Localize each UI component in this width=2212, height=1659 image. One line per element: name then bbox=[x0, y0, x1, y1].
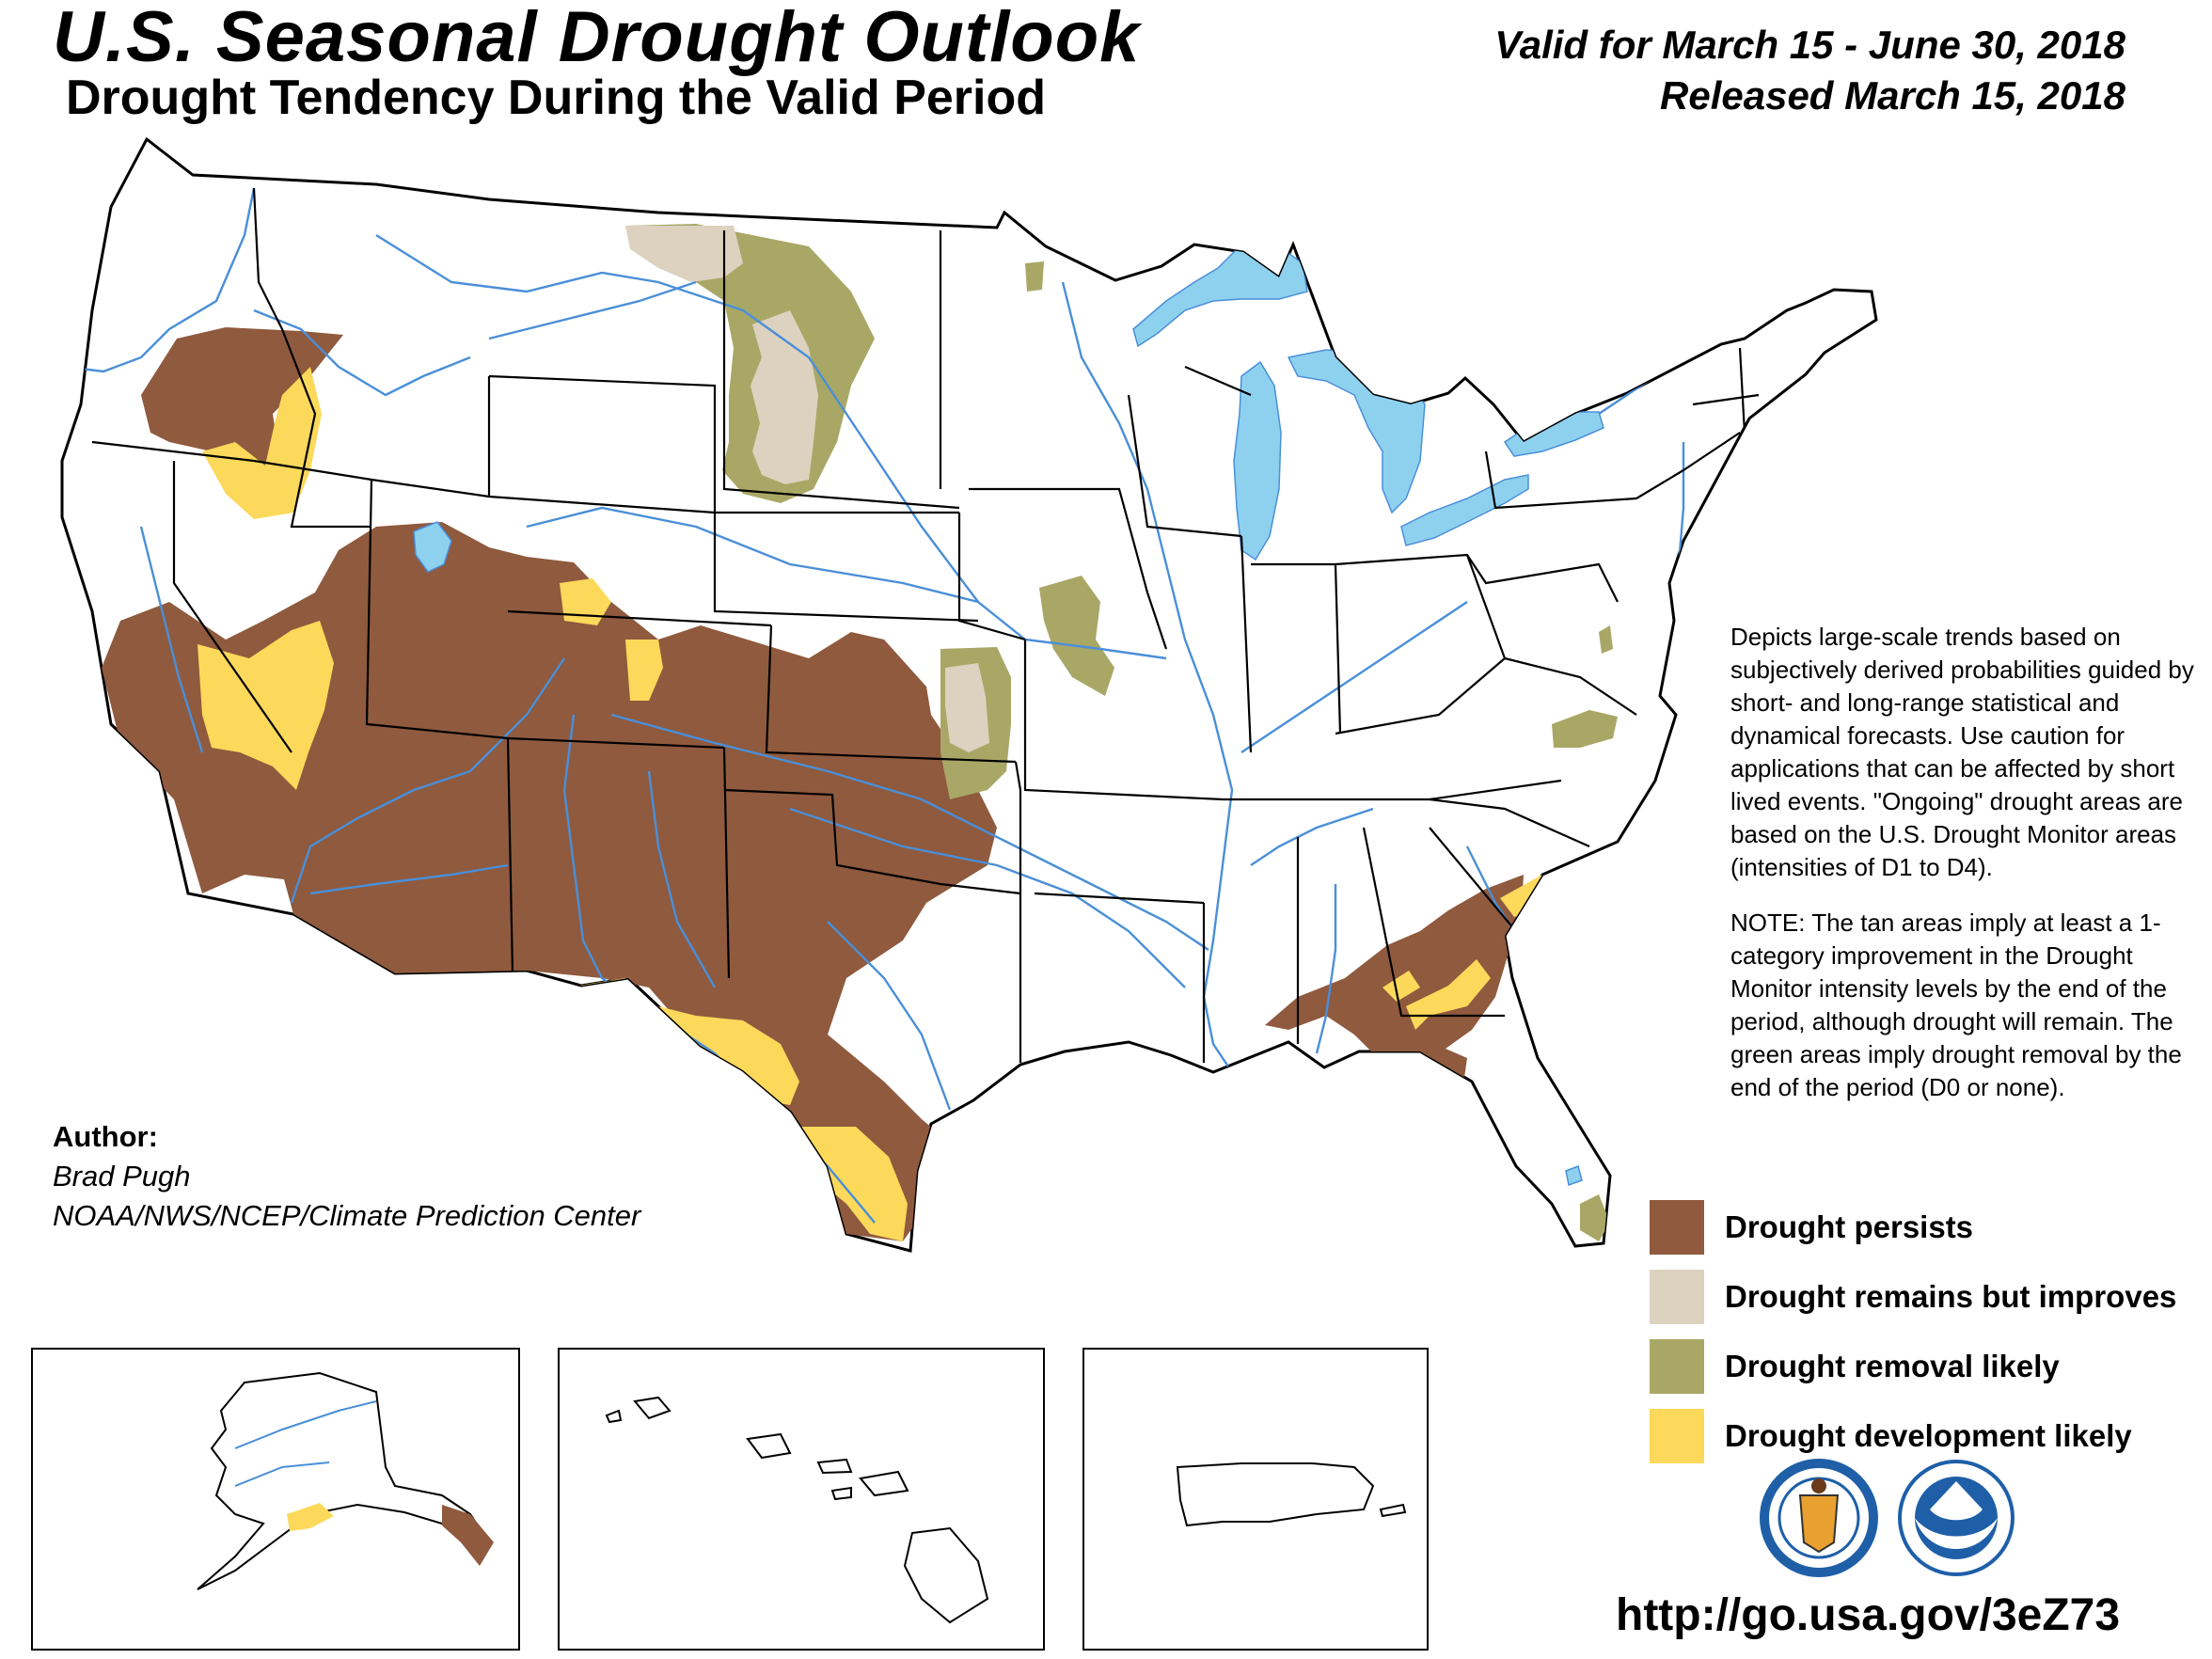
development-colorado bbox=[625, 640, 663, 701]
legend-item-removal: Drought removal likely bbox=[1650, 1332, 2176, 1401]
development-georgia bbox=[1406, 959, 1491, 1030]
puerto-rico-inset bbox=[1082, 1348, 1429, 1651]
legend-swatch-development bbox=[1650, 1409, 1704, 1463]
legend-label-removal: Drought removal likely bbox=[1725, 1349, 2060, 1383]
map-title: U.S. Seasonal Drought Outlook bbox=[53, 0, 1141, 77]
doc-seal-icon bbox=[1760, 1459, 1878, 1577]
development-oregon bbox=[202, 367, 322, 519]
removal-virginia bbox=[1552, 710, 1618, 748]
development-utah bbox=[560, 578, 611, 625]
river-arkansas bbox=[610, 713, 1209, 951]
development-nevada bbox=[198, 621, 334, 790]
removal-minnesota-north bbox=[1025, 261, 1044, 292]
river-sacramento bbox=[139, 526, 204, 753]
legend-label-improves: Drought remains but improves bbox=[1725, 1279, 2177, 1314]
legend-swatch-persists bbox=[1650, 1200, 1704, 1255]
river-snake bbox=[253, 308, 471, 397]
puerto-rico-shape bbox=[1176, 1462, 1375, 1527]
river-hudson bbox=[1677, 442, 1685, 565]
state-lines bbox=[91, 187, 1760, 1063]
lake-okeechobee bbox=[1565, 1165, 1583, 1186]
persists-oregon bbox=[141, 327, 343, 508]
alaska-development bbox=[287, 1503, 334, 1531]
description-note: NOTE: The tan areas imply at least a 1-c… bbox=[1730, 908, 2182, 1101]
removal-missouri bbox=[1039, 576, 1114, 696]
river-red bbox=[789, 807, 1186, 988]
map-subtitle: Drought Tendency During the Valid Period bbox=[66, 71, 1047, 125]
legend-swatch-improves bbox=[1650, 1270, 1704, 1324]
hawaii-inset bbox=[558, 1348, 1045, 1651]
river-columbia bbox=[65, 187, 256, 373]
improves-kansas-east bbox=[945, 663, 989, 752]
development-alabama-sliver bbox=[1382, 971, 1420, 1002]
noaa-logo-icon bbox=[1898, 1460, 2014, 1576]
alaska-inset bbox=[31, 1348, 520, 1651]
legend-item-persists: Drought persists bbox=[1650, 1193, 2176, 1262]
great-salt-lake bbox=[413, 521, 452, 573]
author-block: Author: Brad Pugh NOAA/NWS/NCEP/Climate … bbox=[53, 1117, 640, 1236]
description-main: Depicts large-scale trends based on subj… bbox=[1730, 623, 2194, 881]
legend: Drought persists Drought remains but imp… bbox=[1650, 1193, 2176, 1471]
river-alabama bbox=[1315, 884, 1337, 1054]
release-date: Released March 15, 2018 bbox=[1660, 73, 2125, 118]
removal-virginia-north bbox=[1599, 625, 1613, 654]
legend-label-development: Drought development likely bbox=[1725, 1418, 2132, 1453]
author-name: Brad Pugh bbox=[53, 1160, 191, 1193]
legend-item-development: Drought development likely bbox=[1650, 1401, 2176, 1471]
legend-item-improves: Drought remains but improves bbox=[1650, 1262, 2176, 1332]
river-gila bbox=[309, 863, 509, 895]
description-panel: Depicts large-scale trends based on subj… bbox=[1730, 621, 2201, 1104]
persists-florida-panhandle bbox=[1392, 1046, 1467, 1102]
improves-montana-ne bbox=[625, 226, 743, 282]
river-platte bbox=[526, 506, 979, 604]
author-label: Author: bbox=[53, 1120, 158, 1153]
lake-superior bbox=[1132, 242, 1308, 348]
legend-swatch-removal bbox=[1650, 1339, 1704, 1394]
alaska-persists bbox=[442, 1505, 494, 1566]
author-org: NOAA/NWS/NCEP/Climate Prediction Center bbox=[53, 1199, 641, 1232]
river-pecos bbox=[647, 770, 717, 988]
lake-michigan bbox=[1233, 360, 1282, 561]
development-texas-south bbox=[799, 1127, 908, 1241]
improves-north-dakota bbox=[750, 310, 818, 484]
info-url-link[interactable]: http://go.usa.gov/3eZ73 bbox=[1616, 1590, 2121, 1640]
river-colorado bbox=[290, 657, 565, 904]
river-yellowstone bbox=[488, 280, 697, 340]
river-brazos bbox=[827, 921, 952, 1111]
removal-florida-south bbox=[1580, 1194, 1610, 1241]
river-ohio bbox=[1240, 601, 1468, 753]
legend-label-persists: Drought persists bbox=[1725, 1209, 1974, 1244]
lake-erie bbox=[1400, 474, 1529, 546]
valid-period: Valid for March 15 - June 30, 2018 bbox=[1494, 23, 2125, 67]
